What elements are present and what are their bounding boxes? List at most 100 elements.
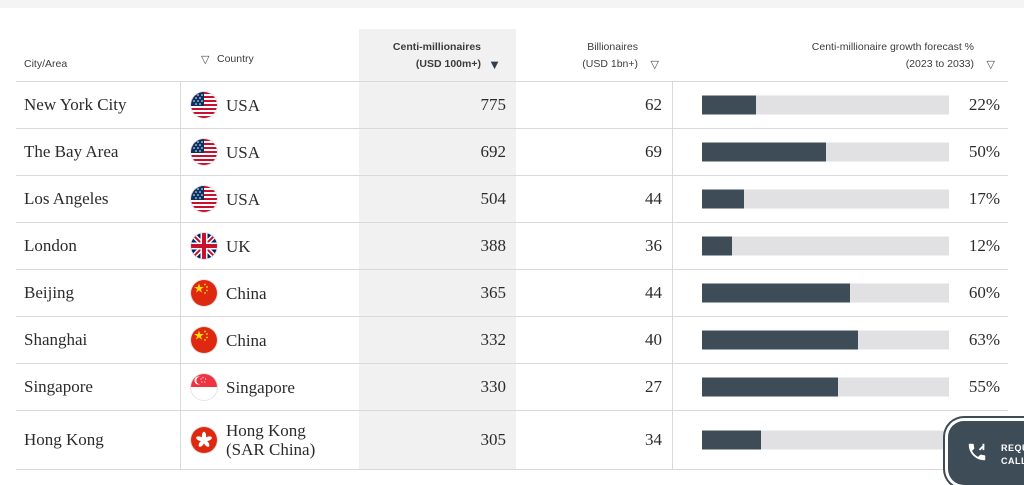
growth-bar-fill — [702, 236, 732, 256]
country-name: UK — [226, 236, 251, 256]
growth-bar-fill — [702, 189, 744, 209]
city-cell: New York City — [24, 82, 184, 128]
growth-bar-track — [702, 142, 949, 162]
uk-flag-icon — [191, 233, 217, 259]
growth-percent: 55% — [968, 377, 1000, 396]
city-cell: London — [24, 223, 184, 269]
request-call-button[interactable]: REQU CALL — [948, 421, 1024, 485]
growth-bar-fill — [702, 142, 826, 162]
country-cell: China — [180, 270, 358, 316]
city-cell: Singapore — [24, 364, 184, 410]
header-growth-forecast[interactable]: Centi-millionaire growth forecast % (202… — [673, 29, 1008, 81]
header-billionaires-label: Billionaires — [587, 41, 638, 53]
billionaires-value: 40 — [645, 330, 662, 349]
growth-bar-track — [702, 377, 949, 397]
city-cell: Shanghai — [24, 317, 184, 363]
city-name: Los Angeles — [24, 189, 109, 208]
growth-cell: 60% — [673, 270, 1008, 316]
centi-millionaires-value: 330 — [480, 377, 507, 396]
growth-cell: 12% — [673, 223, 1008, 269]
city-name: Shanghai — [24, 330, 88, 349]
header-country-label: Country — [217, 53, 254, 65]
centi-millionaires-cell: 365 — [359, 270, 516, 316]
billionaires-value: 44 — [645, 283, 662, 302]
city-cell: The Bay Area — [24, 129, 184, 175]
growth-bar-track — [702, 95, 949, 115]
china-flag-icon — [191, 280, 217, 306]
header-city[interactable]: City/Area — [24, 29, 184, 81]
growth-cell: 63% — [673, 317, 1008, 363]
sort-triangle-icon[interactable]: ▽ — [986, 59, 995, 71]
growth-cell: 50% — [673, 129, 1008, 175]
growth-cell: 22% — [673, 82, 1008, 128]
centi-millionaires-cell: 775 — [359, 82, 516, 128]
table-row[interactable]: Singapore Singapore 330 27 55% — [16, 364, 1008, 411]
growth-bar-track — [702, 283, 949, 303]
sort-triangle-icon[interactable]: ▽ — [650, 59, 659, 71]
header-city-label: City/Area — [24, 58, 68, 70]
table-row[interactable]: The Bay Area USA 692 69 50% — [16, 129, 1008, 176]
billionaires-cell: 34 — [516, 411, 673, 469]
header-centi-millionaires[interactable]: Centi-millionaires (USD 100m+) ▼ — [359, 29, 516, 81]
billionaires-value: 34 — [645, 430, 662, 449]
billionaires-cell: 44 — [516, 176, 673, 222]
billionaires-cell: 27 — [516, 364, 673, 410]
table-row[interactable]: New York City USA 775 62 22% — [16, 82, 1008, 129]
table-row[interactable]: Los Angeles USA 504 44 17% — [16, 176, 1008, 223]
country-name: Singapore — [226, 377, 295, 397]
country-name-line2: (SAR China) — [226, 440, 316, 459]
growth-bar-track — [702, 330, 949, 350]
country-cell: Hong Kong (SAR China) — [180, 411, 358, 469]
table-row[interactable]: Shanghai China 332 40 63% — [16, 317, 1008, 364]
city-name: London — [24, 236, 77, 255]
usa-flag-icon — [191, 186, 217, 212]
table-row[interactable]: Beijing China 365 44 60% — [16, 270, 1008, 317]
country-name: Hong Kong (SAR China) — [226, 421, 315, 459]
country-cell: UK — [180, 223, 358, 269]
growth-bar-track — [702, 189, 949, 209]
growth-bar-track — [702, 430, 949, 450]
growth-percent: 12% — [968, 236, 1000, 255]
centi-millionaires-cell: 388 — [359, 223, 516, 269]
billionaires-value: 69 — [645, 142, 662, 161]
growth-bar-fill — [702, 283, 851, 303]
centi-millionaires-value: 388 — [480, 236, 507, 255]
growth-percent: 63% — [968, 330, 1000, 349]
city-cell: Hong Kong — [24, 411, 184, 469]
usa-flag-icon — [191, 92, 217, 118]
country-name-line1: Hong Kong — [226, 421, 306, 440]
sort-triangle-icon[interactable]: ▽ — [201, 54, 210, 66]
centi-millionaires-value: 504 — [480, 189, 507, 208]
growth-cell: 17% — [673, 176, 1008, 222]
header-growth-sublabel: (2023 to 2033) — [905, 58, 974, 70]
country-name: USA — [226, 142, 261, 162]
header-growth-label: Centi-millionaire growth forecast % — [811, 41, 974, 53]
header-billionaires-sublabel: (USD 1bn+) — [582, 58, 638, 70]
country-cell: China — [180, 317, 358, 363]
city-cell: Los Angeles — [24, 176, 184, 222]
billionaires-cell: 40 — [516, 317, 673, 363]
table-body: New York City USA 775 62 22% The Bay Are… — [16, 82, 1008, 470]
billionaires-value: 36 — [645, 236, 662, 255]
growth-cell: 55% — [673, 364, 1008, 410]
table-row[interactable]: London UK 388 36 12% — [16, 223, 1008, 270]
request-call-label-line2: CALL — [1001, 456, 1024, 466]
growth-cell — [673, 411, 1008, 469]
centi-millionaires-cell: 305 — [359, 411, 516, 469]
sort-triangle-filled-icon[interactable]: ▼ — [488, 57, 501, 72]
table-header: City/Area ▽ Country Centi-millionaires (… — [16, 29, 1008, 82]
billionaires-value: 27 — [645, 377, 662, 396]
growth-bar-fill — [702, 430, 762, 450]
table-row[interactable]: Hong Kong Hong Kong (SAR China) 305 34 — [16, 411, 1008, 470]
country-cell: USA — [180, 129, 358, 175]
country-name: USA — [226, 189, 261, 209]
centi-millionaires-cell: 504 — [359, 176, 516, 222]
country-cell: Singapore — [180, 364, 358, 410]
header-country[interactable]: ▽ Country — [201, 29, 351, 81]
header-billionaires[interactable]: Billionaires (USD 1bn+) ▽ — [516, 29, 673, 81]
growth-percent: 60% — [968, 283, 1000, 302]
country-cell: USA — [180, 176, 358, 222]
country-name: USA — [226, 95, 261, 115]
centi-millionaires-value: 365 — [480, 283, 507, 302]
city-name: Hong Kong — [24, 430, 104, 449]
